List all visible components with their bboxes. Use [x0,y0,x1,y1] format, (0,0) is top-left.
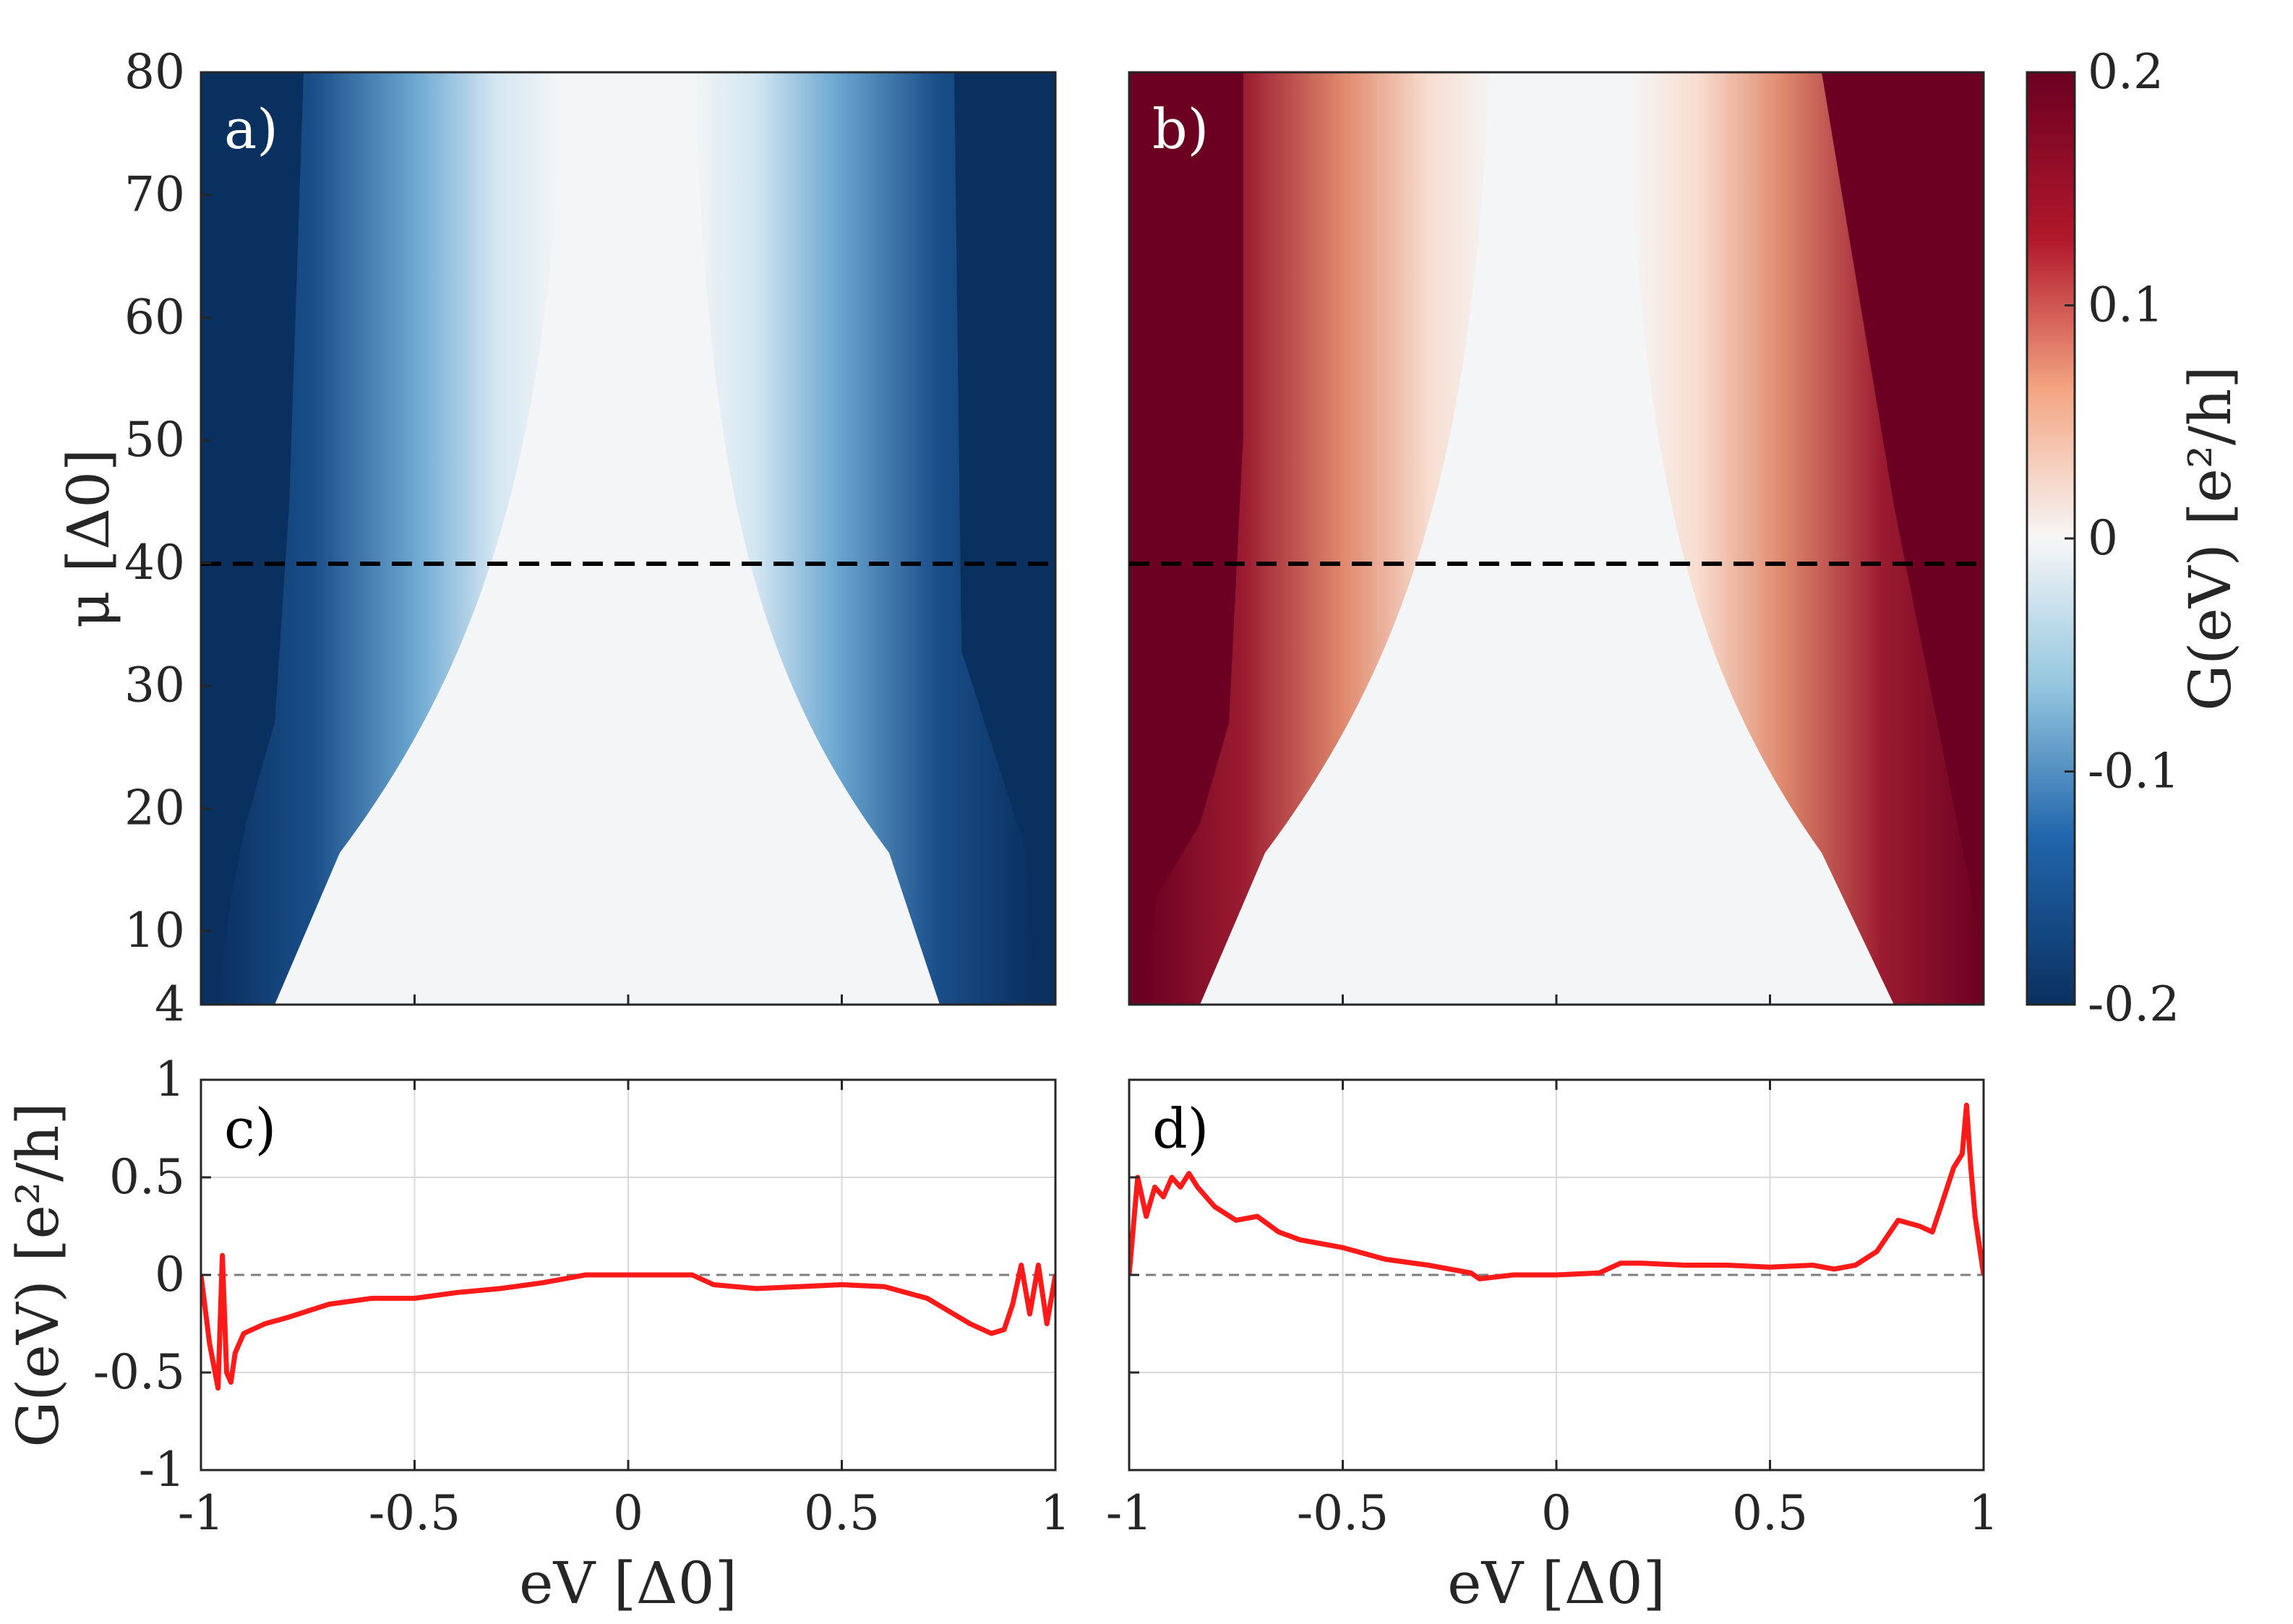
heatmap-y-tick-label: 30 [124,658,185,713]
colorbar-tick-label: 0.1 [2088,278,2164,333]
heatmap-a: a) [200,71,1057,1006]
x-tick-label: 1 [1040,1485,1071,1541]
y-tick-label: 1 [155,1052,185,1107]
y-tick-label: 0 [155,1247,185,1302]
y-tick-label: 0.5 [109,1149,185,1205]
colorbar-tick-label: 0.2 [2088,44,2164,100]
colorbar: 0.2 0.1 0 -0.1 -0.2 G(eV) [e²/h] [2026,44,2244,1032]
panel-a-label: a) [224,97,278,161]
y-tick-label: -1 [139,1442,185,1498]
lineplot-d-x-ticks: -1 -0.5 0 0.5 1 [1106,1078,1999,1541]
heatmap-y-ticks: 80 70 60 50 40 30 20 10 4 [124,44,211,1032]
heatmap-b-gap [1200,72,1894,1005]
x-tick-label: 0.5 [804,1485,880,1541]
panel-b-label: b) [1152,97,1209,161]
panel-c-label: c) [224,1096,276,1161]
colorbar-tick-label: -0.2 [2088,976,2180,1032]
x-tick-label: 0.5 [1732,1485,1808,1541]
x-tick-label: 0 [613,1485,643,1541]
lineplot-d-series [1129,1102,1984,1281]
colorbar-tick-label: -0.1 [2088,744,2180,799]
heatmap-y-tick-label: 50 [124,412,185,468]
heatmap-a-gap [275,72,940,1005]
y-tick-label: -0.5 [93,1344,185,1400]
x-tick-label: -1 [178,1485,224,1541]
lineplot-c-x-label: eV [Δ0] [519,1550,737,1617]
x-tick-label: 0 [1541,1485,1572,1541]
heatmap-y-tick-label: 20 [124,780,185,835]
lineplot-d-x-label: eV [Δ0] [1447,1550,1666,1617]
lineplot-c-grid [201,1080,1055,1470]
lineplot-c-series [201,1253,1055,1391]
heatmap-y-tick-label: 80 [124,44,185,100]
x-tick-label: -0.5 [369,1485,460,1541]
heatmap-y-tick-label: 10 [124,903,185,958]
heatmap-x-ticks [200,994,1985,1005]
colorbar-ticks: 0.2 0.1 0 -0.1 -0.2 [2065,44,2180,1032]
lineplot-c-y-label: G(eV) [e²/h] [4,1102,72,1447]
lineplot-c-y-ticks: 1 0.5 0 -0.5 -1 [93,1052,185,1498]
panel-d-label: d) [1152,1096,1209,1161]
lineplot-c-x-ticks: -1 -0.5 0 0.5 1 [178,1078,1071,1541]
x-tick-label: 1 [1968,1485,1999,1541]
colorbar-tick-label: 0 [2088,510,2118,566]
heatmap-y-label: μ [Δ0] [55,449,122,629]
heatmap-y-tick-label: 70 [124,167,185,223]
lineplot-d: d) -1 -0.5 0 0.5 1 eV [Δ0] [1106,1078,1999,1617]
heatmap-y-tick-label: 60 [124,289,185,345]
x-tick-label: -0.5 [1297,1485,1389,1541]
heatmap-y-tick-label: 40 [124,535,185,590]
x-tick-label: -1 [1106,1485,1152,1541]
colorbar-label: G(eV) [e²/h] [2177,366,2244,710]
lineplot-c: c) 10.50-0.5-1 -1 -0.5 0 0.5 1 G(eV) [e²/h] … [4,1052,1071,1617]
heatmap-b: b) [1128,71,1985,1006]
heatmap-y-tick-label: 4 [155,976,185,1032]
